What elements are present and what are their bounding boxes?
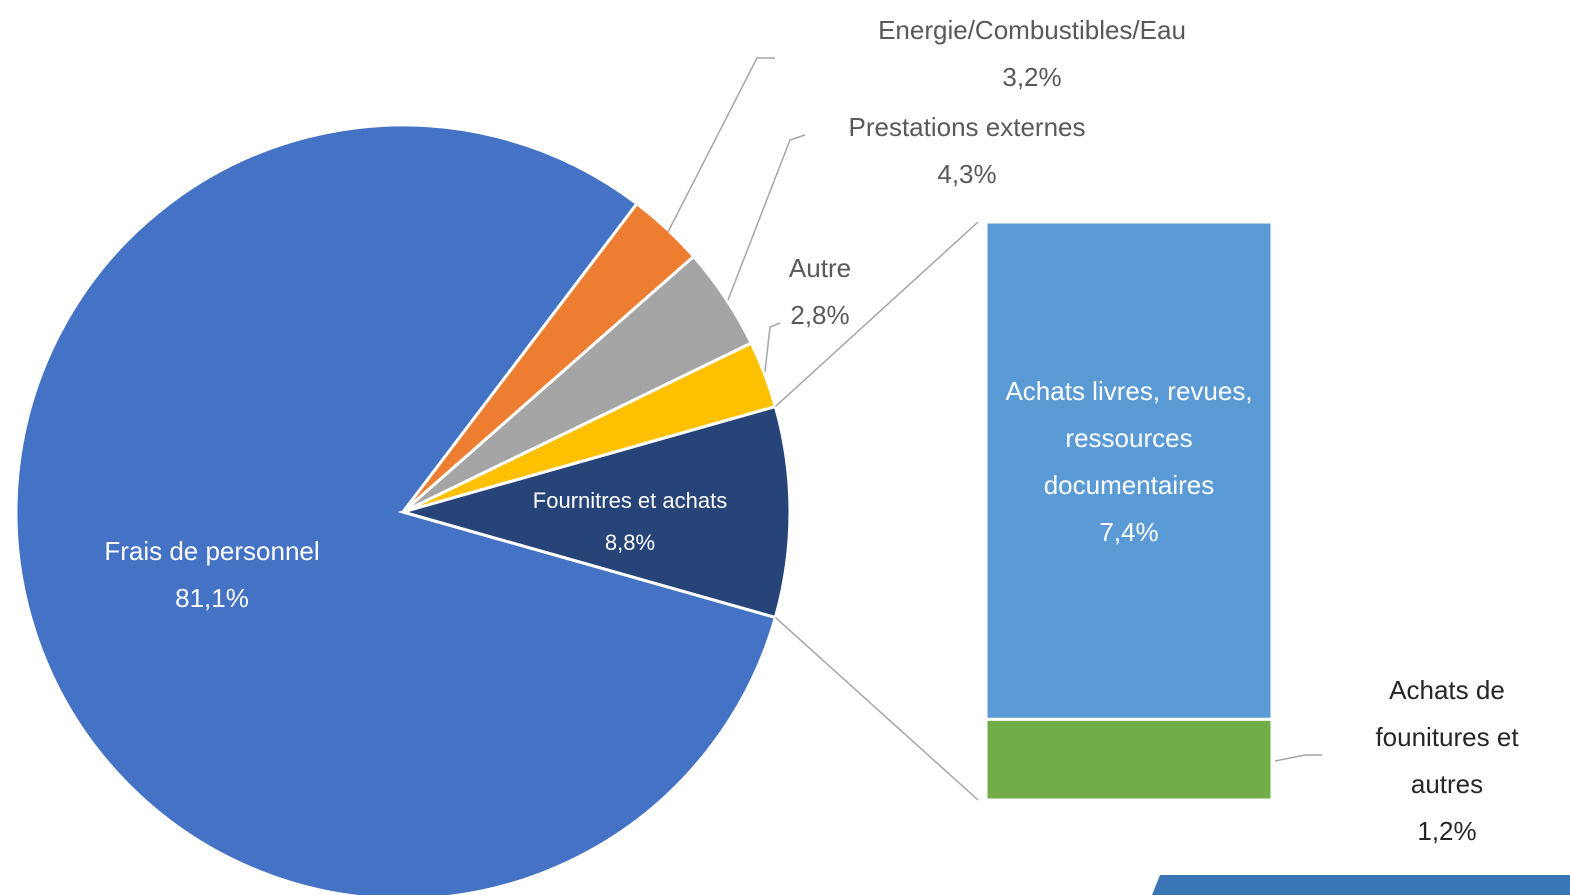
slice-label: Fournitres et achats 8,8% bbox=[533, 480, 727, 564]
leader-line bbox=[727, 134, 806, 301]
bar-label: Achats livres, revues, ressources docume… bbox=[994, 368, 1264, 556]
label-text: 81,1% bbox=[175, 583, 249, 613]
label-text: Autre bbox=[788, 253, 852, 283]
bar-label: Achats de founitures et autres 1,2% bbox=[1347, 667, 1547, 855]
label-text: 4,3% bbox=[937, 159, 997, 189]
label-text: Achats de founitures et autres bbox=[1375, 675, 1519, 799]
slice-label: Energie/Combustibles/Eau 3,2% bbox=[878, 7, 1186, 101]
label-text: Achats livres, revues, ressources docume… bbox=[1005, 376, 1253, 500]
label-text: Fournitres et achats bbox=[532, 488, 728, 513]
leader-line bbox=[764, 322, 781, 373]
label-text: 1,2% bbox=[1417, 816, 1477, 846]
label-text: Frais de personnel bbox=[104, 536, 320, 566]
connector bbox=[774, 221, 979, 408]
leader-line bbox=[667, 57, 775, 233]
label-text: 7,4% bbox=[1099, 517, 1159, 547]
label-text: Energie/Combustibles/Eau bbox=[878, 15, 1186, 45]
slice-label: Frais de personnel 81,1% bbox=[104, 528, 319, 622]
label-text: 3,2% bbox=[1002, 62, 1062, 92]
pie-slice bbox=[397, 404, 792, 620]
leader-lines bbox=[667, 57, 1322, 762]
connector bbox=[774, 616, 979, 801]
bar-segment bbox=[984, 717, 1274, 802]
bar-segment bbox=[984, 220, 1274, 721]
leader-line bbox=[1274, 754, 1322, 762]
slice-label: Autre 2,8% bbox=[789, 245, 851, 339]
decoration bbox=[1152, 875, 1570, 895]
label-text: Prestations externes bbox=[848, 112, 1086, 142]
label-text: 8,8% bbox=[604, 530, 656, 555]
slice-label: Prestations externes 4,3% bbox=[848, 104, 1085, 198]
pie-slice bbox=[14, 123, 778, 895]
label-text: 2,8% bbox=[790, 300, 850, 330]
